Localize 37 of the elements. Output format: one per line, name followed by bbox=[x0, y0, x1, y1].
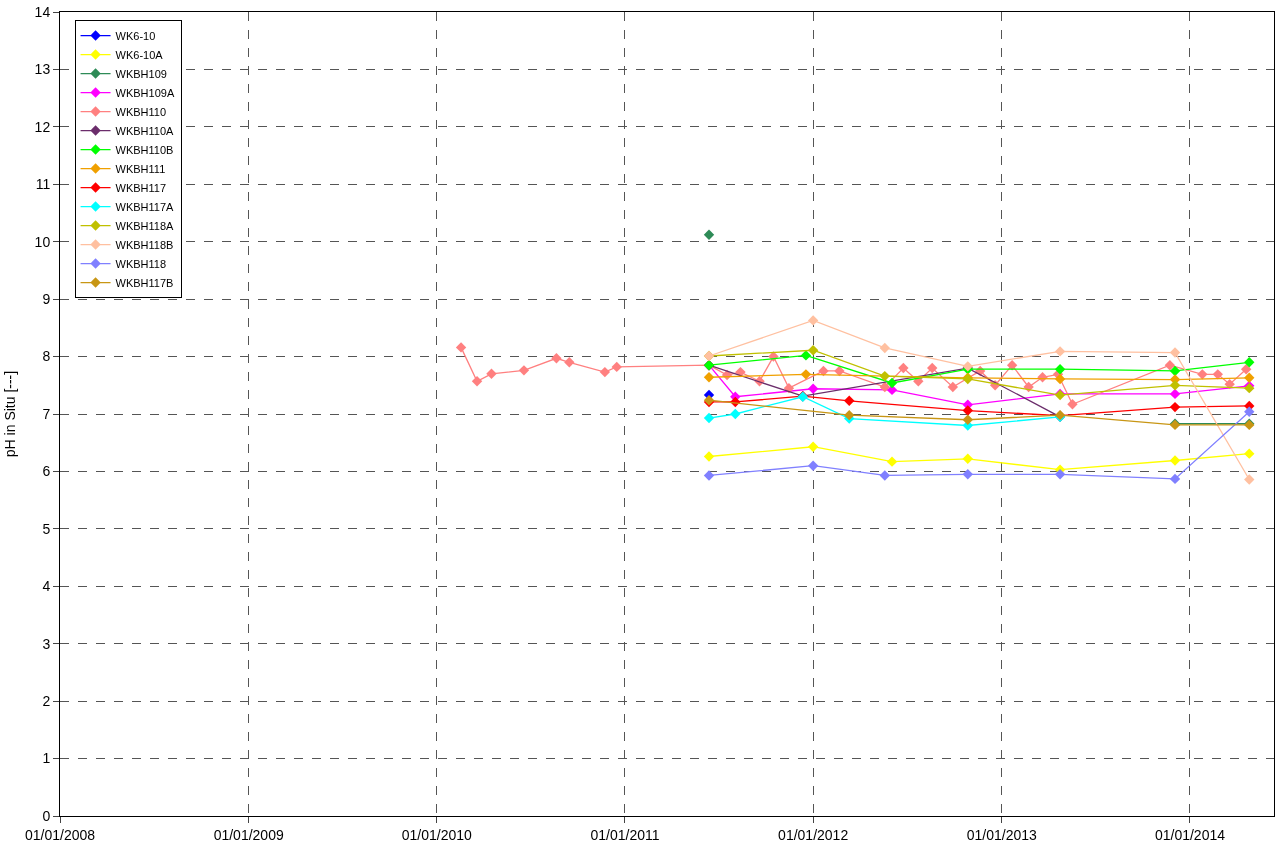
legend-label: WKBH117A bbox=[115, 200, 175, 213]
legend-label: WKBH111 bbox=[115, 162, 166, 175]
legend-label: WKBH117 bbox=[115, 181, 167, 194]
x-tick-label: 01/01/2010 bbox=[401, 826, 473, 843]
x-tick-label: 01/01/2009 bbox=[213, 826, 284, 843]
legend-label: WKBH118B bbox=[115, 238, 174, 251]
y-tick-label: 10 bbox=[34, 233, 51, 250]
y-tick-label: 3 bbox=[42, 635, 51, 652]
y-tick-label: 12 bbox=[34, 118, 51, 135]
y-tick-label: 2 bbox=[42, 693, 51, 710]
y-tick-label: 13 bbox=[34, 61, 51, 78]
x-tick-label: 01/01/2008 bbox=[24, 826, 96, 843]
legend-label: WKBH118 bbox=[115, 257, 167, 270]
x-tick-label: 01/01/2013 bbox=[966, 826, 1038, 843]
legend-label: WKBH109 bbox=[115, 67, 167, 80]
x-tick-label: 01/01/2014 bbox=[1154, 826, 1226, 843]
legend-label: WKBH117B bbox=[115, 276, 174, 289]
y-tick-label: 6 bbox=[42, 463, 51, 480]
legend-label: WKBH110B bbox=[115, 143, 174, 156]
y-tick-label: 7 bbox=[42, 405, 51, 422]
legend-label: WKBH109A bbox=[115, 86, 175, 99]
legend-label: WKBH110 bbox=[115, 105, 167, 118]
legend-label: WK6-10 bbox=[115, 29, 156, 42]
y-tick-label: 1 bbox=[42, 750, 51, 767]
y-tick-label: 4 bbox=[42, 578, 51, 595]
x-tick-label: 01/01/2011 bbox=[590, 826, 660, 843]
legend-label: WKBH110A bbox=[115, 124, 175, 137]
y-tick-label: 11 bbox=[35, 176, 51, 193]
legend-label: WKBH118A bbox=[115, 219, 175, 232]
legend-label: WK6-10A bbox=[115, 48, 164, 61]
y-tick-label: 14 bbox=[34, 3, 51, 20]
x-tick-label: 01/01/2012 bbox=[778, 826, 849, 843]
y-tick-label: 8 bbox=[42, 348, 51, 365]
y-tick-label: 5 bbox=[42, 520, 51, 537]
y-axis-title: pH in Situ [---] bbox=[2, 370, 19, 458]
y-tick-label: 0 bbox=[42, 807, 51, 824]
y-tick-label: 9 bbox=[42, 291, 51, 308]
